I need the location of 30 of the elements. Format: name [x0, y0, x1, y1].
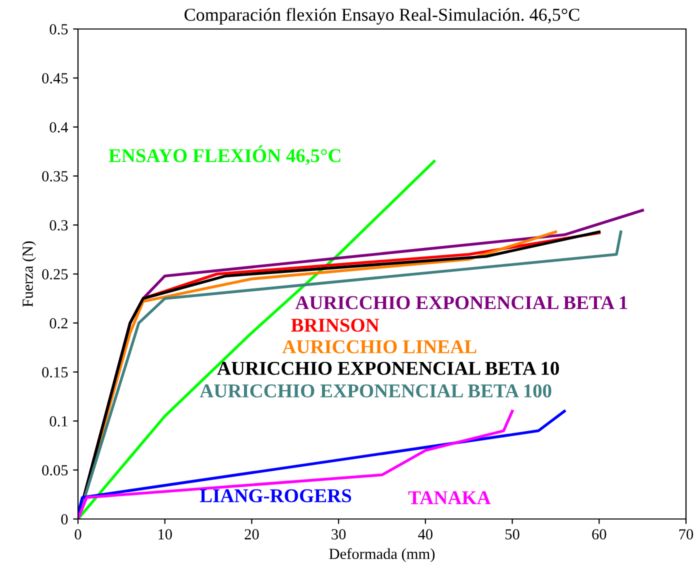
text: AURICCHIO EXPONENCIAL BETA 100 [200, 384, 552, 398]
x-axis-title: Deformada (mm) [329, 548, 435, 562]
series-label: TANAKA [408, 491, 491, 504]
y-tick-label: 0.15 [42, 367, 68, 378]
y-tick-label: 0.45 [42, 73, 68, 84]
y-axis-title: Fuerza (N) [22, 241, 36, 307]
x-tick-label: 30 [332, 529, 346, 540]
x-tick-label: 40 [418, 529, 432, 540]
x-tick-label: 50 [506, 529, 520, 540]
y-tick-label: 0.3 [50, 220, 68, 231]
x-tick-label: 0 [74, 529, 82, 540]
x-tick-label: 70 [679, 529, 694, 540]
series-label: LIANG-ROGERS [200, 489, 352, 502]
series-label: AURICCHIO EXPONENCIAL BETA 1 [295, 296, 628, 310]
text: ENSAYO FLEXIÓN 46,5°C [108, 145, 340, 166]
y-tick-label: 0.1 [50, 416, 68, 427]
text: AURICCHIO LINEAL [282, 340, 476, 354]
y-tick-label: 0.05 [42, 465, 68, 476]
y-tick-label: 0.35 [42, 171, 68, 182]
y-tick-label: 0 [61, 514, 68, 524]
text: BRINSON [291, 318, 380, 332]
y-tick-label: 0.25 [42, 269, 68, 280]
x-tick-label: 60 [592, 529, 606, 540]
chart-title: Comparación flexión Ensayo Real-Simulación. 46,5°C [184, 8, 580, 25]
x-tick-label: 10 [158, 529, 172, 540]
y-tick-label: 0.2 [50, 318, 68, 329]
y-tick-label: 0.4 [50, 122, 68, 133]
y-tick-label: 0.5 [50, 24, 68, 35]
x-tick-label: 20 [244, 529, 259, 540]
text: AURICCHIO EXPONENCIAL BETA 10 [217, 362, 559, 375]
